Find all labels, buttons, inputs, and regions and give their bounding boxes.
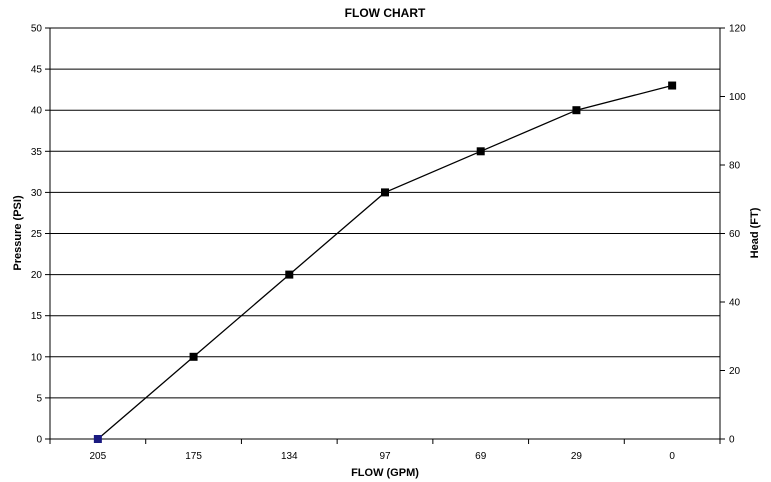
data-point-marker <box>285 270 294 279</box>
x-tick-label: 0 <box>669 451 675 462</box>
y2-tick-label: 60 <box>729 229 741 240</box>
y-axis-right: 0 20 40 60 80 100 120 <box>720 24 746 446</box>
y-tick-label: 50 <box>31 24 43 35</box>
data-point-marker <box>189 352 198 361</box>
x-tick-label: 29 <box>571 451 583 462</box>
data-point-marker <box>381 188 389 197</box>
series-group <box>93 81 677 443</box>
y-tick-label: 0 <box>36 435 42 446</box>
data-point-marker <box>572 106 581 115</box>
y-tick-label: 15 <box>31 311 43 322</box>
series-line <box>97 84 673 440</box>
y-axis-title: Pressure (PSI) <box>12 195 24 271</box>
y-tick-label: 45 <box>31 65 43 76</box>
x-tick-label: 175 <box>185 451 202 462</box>
y-tick-label: 5 <box>36 393 42 404</box>
gridlines <box>50 68 720 399</box>
x-tick-label: 97 <box>379 451 391 462</box>
data-point-marker <box>668 81 677 90</box>
y2-tick-label: 0 <box>729 435 735 446</box>
y2-tick-label: 120 <box>729 24 746 35</box>
x-tick-label: 205 <box>90 451 107 462</box>
data-point-marker <box>476 147 485 156</box>
y-tick-label: 30 <box>31 188 43 199</box>
y-axis-left: 0 5 10 15 20 25 30 35 40 45 50 <box>31 24 50 446</box>
x-axis: 205 175 134 97 69 29 0 <box>49 439 721 462</box>
y2-tick-label: 80 <box>729 161 741 172</box>
y-tick-label: 25 <box>31 229 43 240</box>
y2-tick-label: 100 <box>729 92 746 103</box>
y-tick-label: 40 <box>31 106 43 117</box>
chart-title: FLOW CHART <box>345 6 426 20</box>
x-axis-title: FLOW (GPM) <box>351 467 419 479</box>
x-tick-label: 134 <box>281 451 298 462</box>
data-point-marker <box>93 435 102 443</box>
x-tick-label: 69 <box>475 451 487 462</box>
y2-tick-label: 40 <box>729 298 741 309</box>
y-tick-label: 10 <box>31 352 43 363</box>
y-tick-label: 20 <box>31 270 43 281</box>
y-tick-label: 35 <box>31 147 43 158</box>
y2-tick-label: 20 <box>729 366 741 377</box>
y2-axis-title: Head (FT) <box>749 207 761 258</box>
